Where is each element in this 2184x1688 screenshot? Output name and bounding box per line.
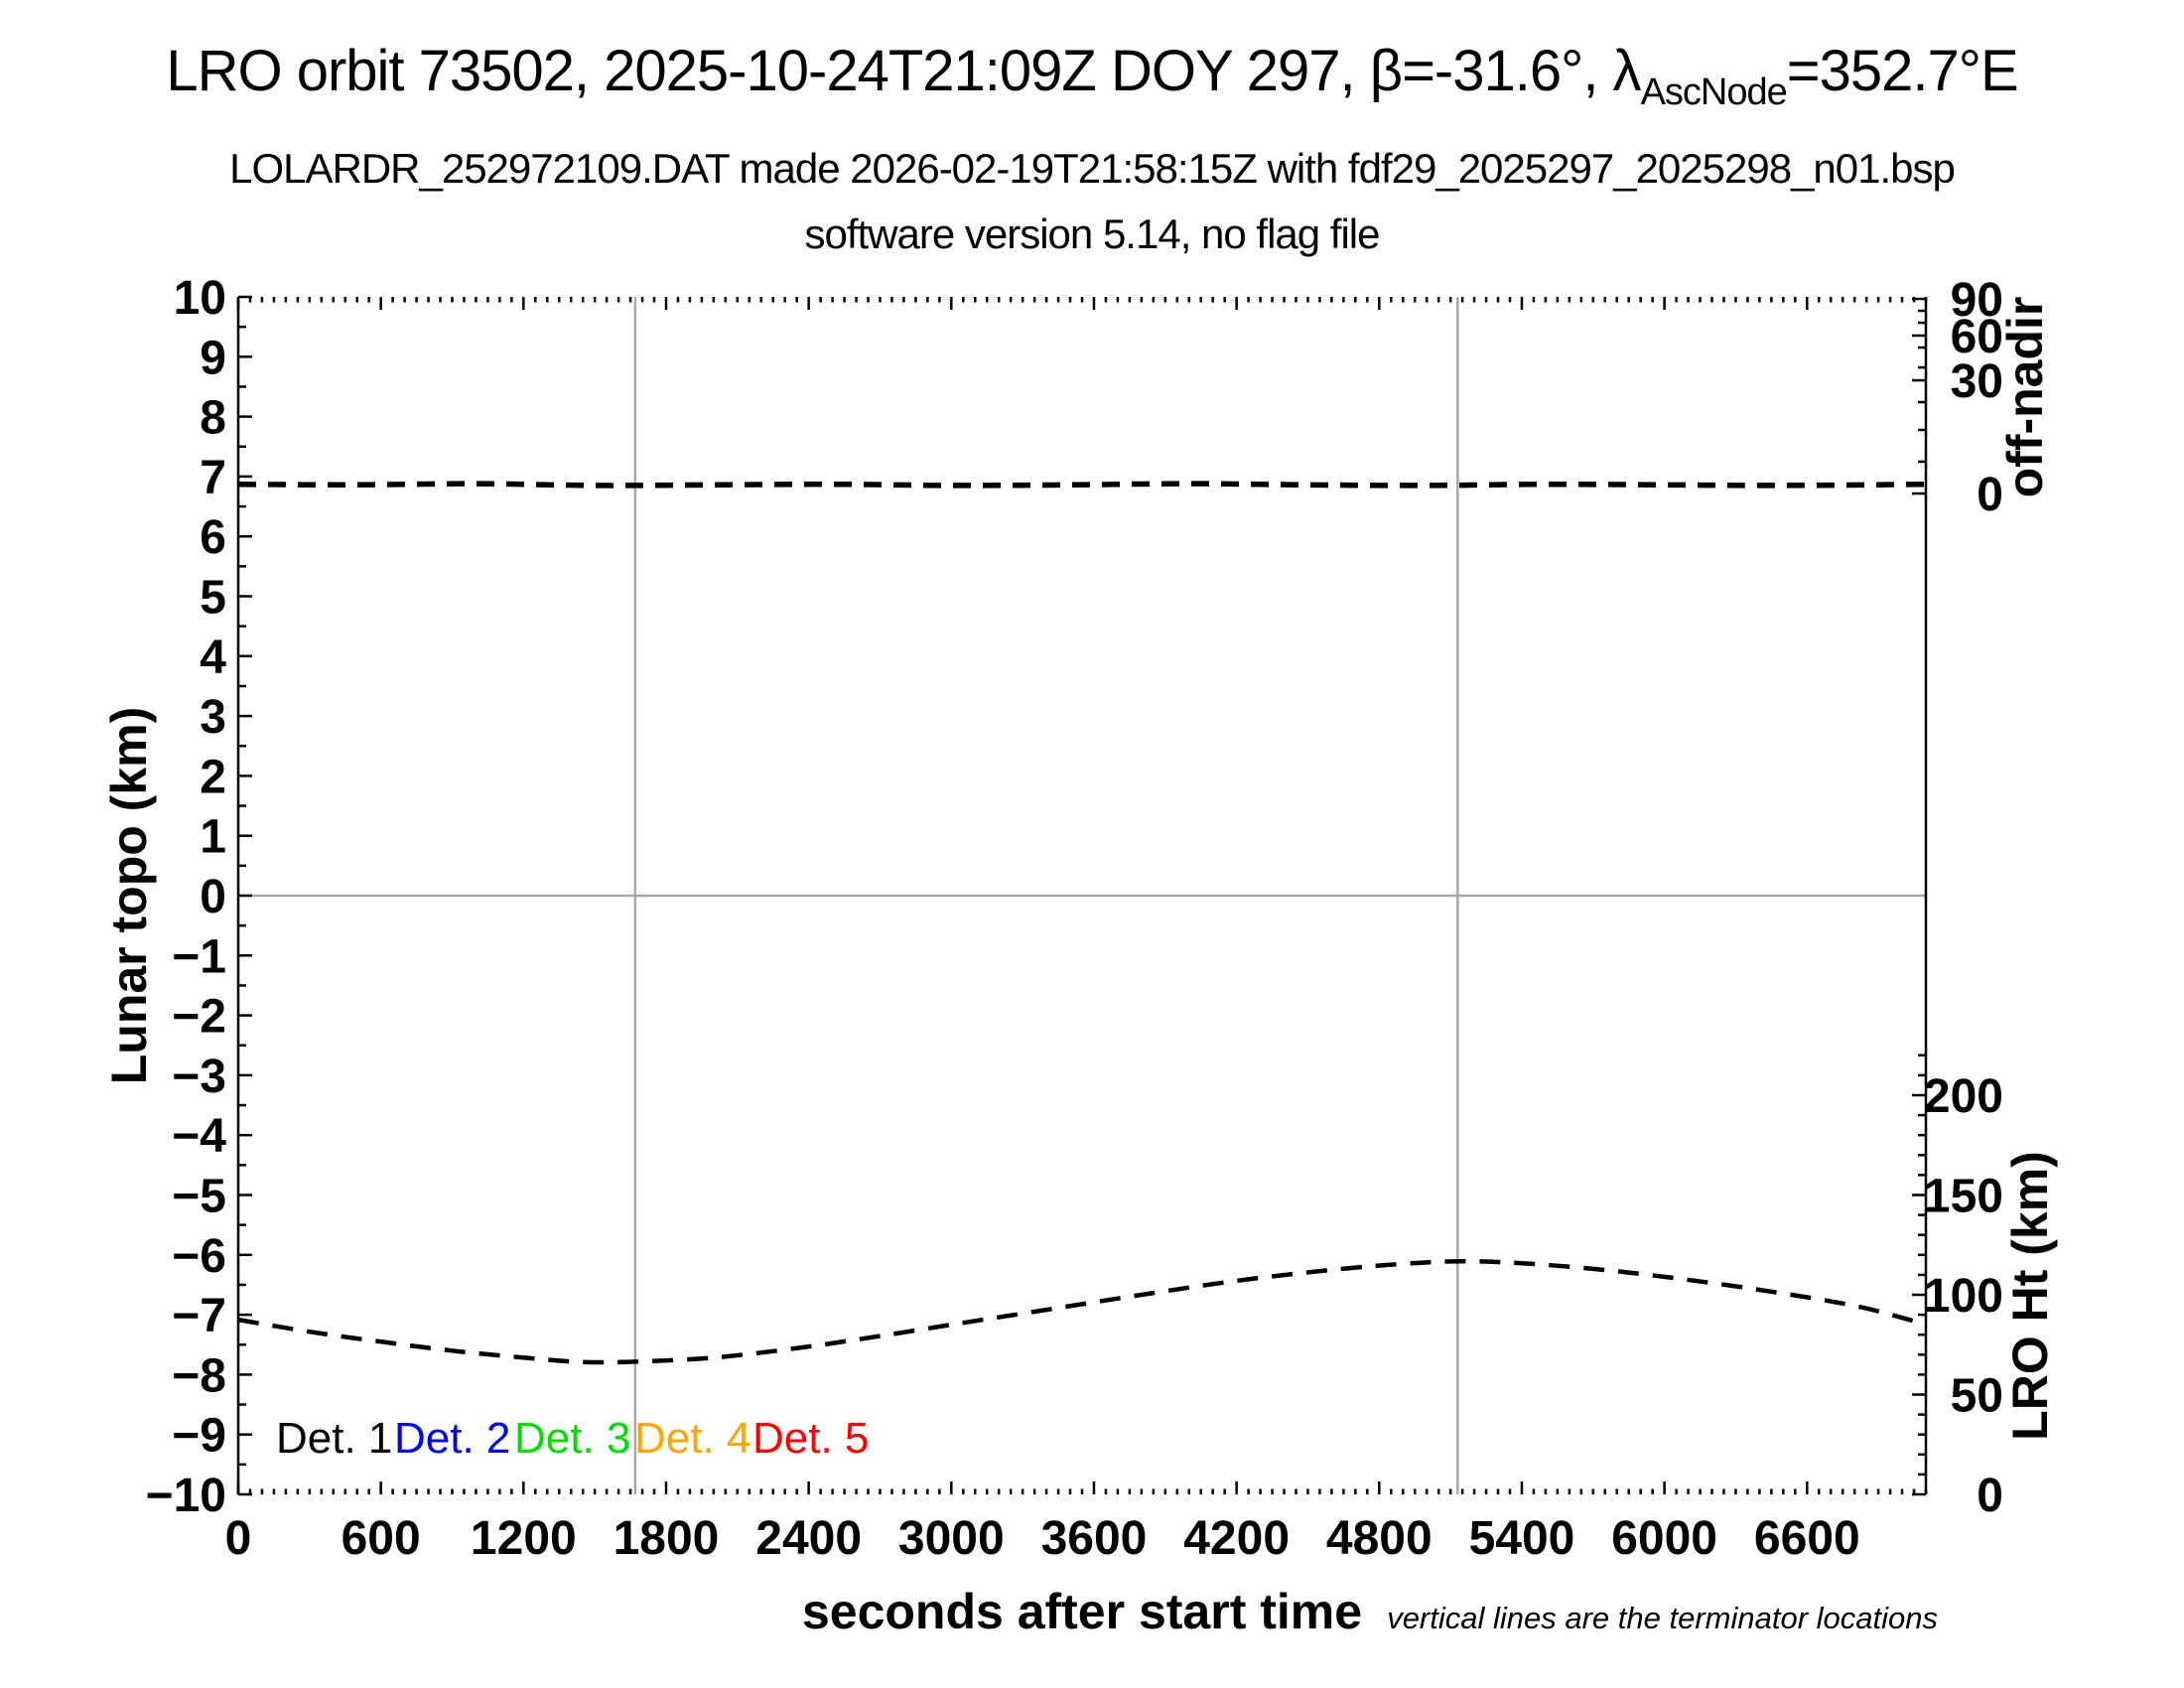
off-nadir-tick-label: 0 — [1977, 469, 2003, 521]
x-tick-label: 600 — [341, 1512, 421, 1565]
y-tick-label: −1 — [172, 930, 226, 983]
plot-title-subscript: AscNode — [1640, 71, 1788, 113]
lro-ht-tick-label: 0 — [1977, 1470, 2003, 1522]
x-tick-label: 4200 — [1183, 1512, 1290, 1565]
y-tick-label: −8 — [172, 1349, 226, 1402]
y-tick-label: 7 — [200, 452, 226, 504]
legend-item-det-2: Det. 2 — [394, 1414, 511, 1463]
y-tick-label: 8 — [200, 392, 226, 445]
y-axis-label-lro-height: LRO Ht (km) — [2002, 1151, 2058, 1441]
y-tick-label: 4 — [200, 632, 226, 684]
y-tick-label: −3 — [172, 1051, 226, 1103]
plot-subtitle-version: software version 5.14, no flag file — [804, 211, 1380, 257]
y-tick-label: −9 — [172, 1410, 226, 1463]
y-tick-label: −2 — [172, 991, 226, 1044]
x-axis-label: seconds after start time — [801, 1584, 1363, 1639]
plot-title-tail: =352.7°E — [1786, 39, 2019, 103]
y-tick-label: 2 — [200, 751, 226, 803]
y-tick-label: −6 — [172, 1230, 226, 1283]
y-axis-label-off-nadir: off-nadir — [1997, 296, 2053, 498]
y-tick-label: −5 — [172, 1171, 226, 1223]
y-tick-label: 5 — [200, 572, 226, 625]
y-tick-label: 10 — [174, 272, 226, 325]
off-nadir-tick-label: 60 — [1951, 311, 2003, 363]
x-tick-label: 6600 — [1754, 1512, 1860, 1565]
plot-title: LRO orbit 73502, 2025-10-24T21:09Z DOY 2… — [0, 38, 2184, 113]
y-tick-label: 3 — [200, 691, 226, 744]
y-tick-label: 9 — [200, 332, 226, 384]
legend-item-det-5: Det. 5 — [752, 1414, 870, 1463]
y-axis-label-left: Lunar topo (km) — [101, 706, 157, 1085]
lro-ht-tick-label: 100 — [1924, 1270, 2003, 1323]
lro-ht-tick-label: 150 — [1924, 1171, 2003, 1223]
x-tick-label: 5400 — [1469, 1512, 1575, 1565]
x-tick-label: 3000 — [898, 1512, 1005, 1565]
legend-item-det-4: Det. 4 — [634, 1414, 751, 1463]
x-tick-label: 1800 — [614, 1512, 720, 1565]
x-tick-label: 4800 — [1326, 1512, 1433, 1565]
terminator-footnote: vertical lines are the terminator locati… — [1387, 1601, 1938, 1635]
x-tick-label: 1200 — [471, 1512, 577, 1565]
y-tick-label: −7 — [172, 1290, 226, 1342]
legend-item-det-3: Det. 3 — [514, 1414, 631, 1463]
y-tick-label: 1 — [200, 811, 226, 864]
x-tick-label: 2400 — [755, 1512, 862, 1565]
x-tick-label: 0 — [225, 1512, 252, 1565]
off-nadir-tick-label: 90 — [1951, 274, 2003, 327]
y-tick-label: −10 — [146, 1470, 226, 1522]
off-nadir-curve — [237, 481, 1927, 489]
x-tick-label: 6000 — [1611, 1512, 1717, 1565]
y-tick-label: −4 — [172, 1110, 226, 1163]
legend-item-det-1: Det. 1 — [276, 1414, 393, 1463]
y-tick-label: 0 — [200, 871, 226, 923]
plot-subtitle-file: LOLARDR_252972109.DAT made 2026-02-19T21… — [229, 145, 1956, 192]
lro-height-curve — [237, 1258, 1917, 1365]
y-tick-label: 6 — [200, 511, 226, 564]
off-nadir-tick-label: 30 — [1951, 355, 2003, 408]
lro-ht-tick-label: 50 — [1951, 1370, 2003, 1423]
x-tick-label: 3600 — [1041, 1512, 1148, 1565]
lro-ht-tick-label: 200 — [1924, 1070, 2003, 1123]
plot-title-main: LRO orbit 73502, 2025-10-24T21:09Z DOY 2… — [166, 39, 1641, 103]
